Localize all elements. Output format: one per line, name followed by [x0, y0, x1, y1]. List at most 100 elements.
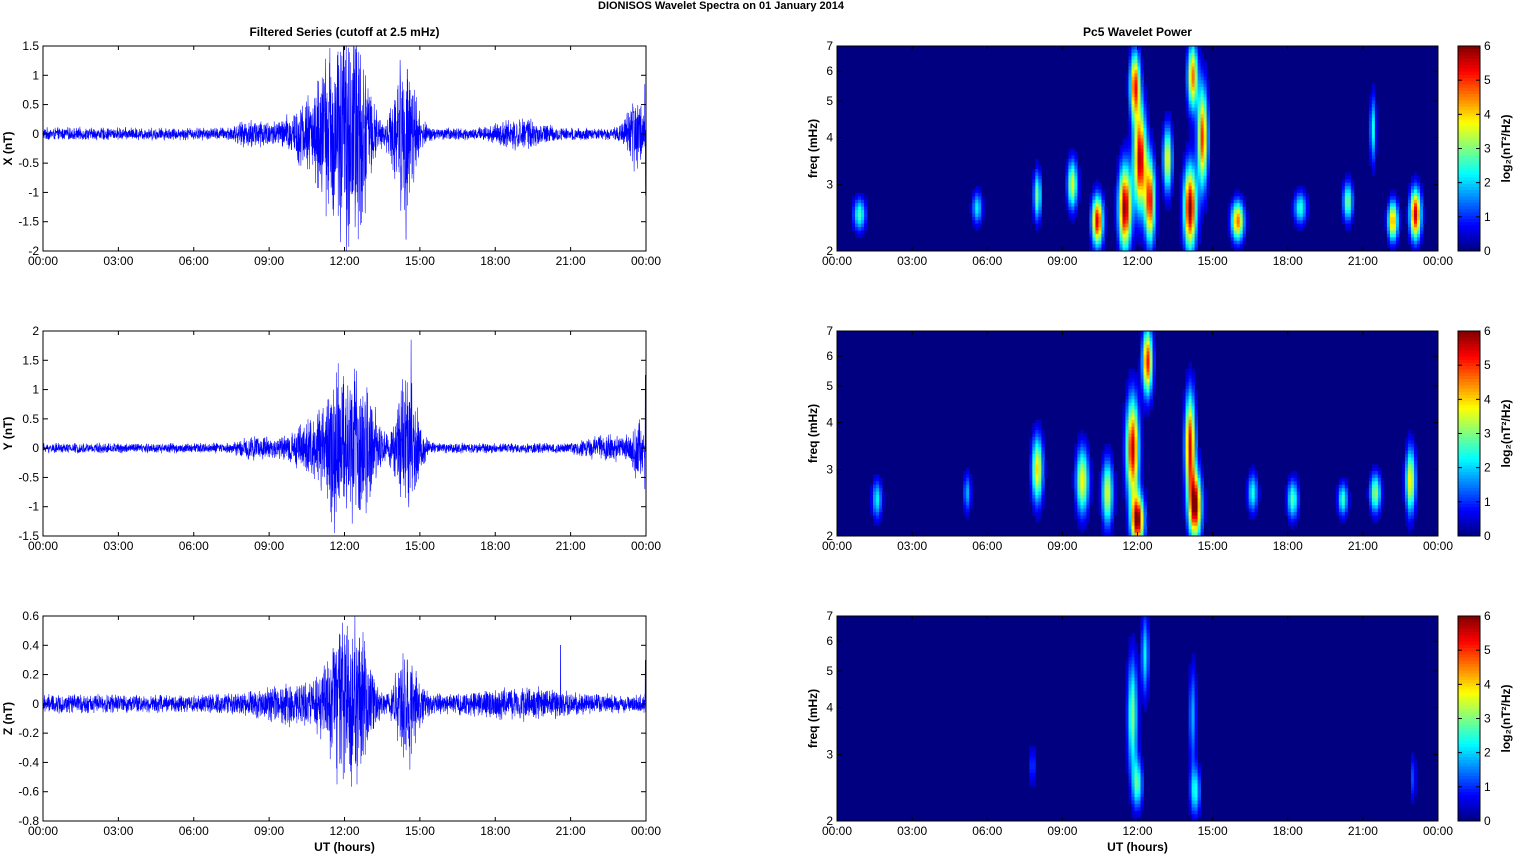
- heatmap-cell: [978, 220, 982, 225]
- heatmap-cell: [1347, 199, 1352, 204]
- heatmap-cell: [1194, 440, 1198, 445]
- heatmap-cell: [1284, 491, 1289, 496]
- heatmap-cell: [1161, 175, 1165, 180]
- heatmap-cell: [1194, 110, 1198, 115]
- heatmap-cell: [1131, 694, 1135, 699]
- heatmap-cell: [1137, 66, 1141, 71]
- heatmap-cell: [1233, 216, 1238, 221]
- heatmap-cell: [1131, 457, 1135, 462]
- heatmap-cell: [1344, 508, 1349, 513]
- heatmap-cell: [1137, 481, 1141, 486]
- heatmap-cell: [1233, 199, 1238, 204]
- heatmap-cell: [1128, 80, 1132, 84]
- heatmap-cell: [1389, 210, 1394, 214]
- heatmap-cell: [1035, 419, 1039, 424]
- heatmap-cell: [1128, 646, 1132, 651]
- heatmap-cell: [1089, 488, 1093, 492]
- heatmap-cell: [1137, 467, 1141, 472]
- heatmap-cell: [1377, 515, 1382, 520]
- heatmap-cell: [1128, 172, 1132, 177]
- colorbar-swatch: [1458, 468, 1480, 473]
- heatmap-cell: [1407, 233, 1412, 238]
- heatmap-cell: [1206, 131, 1211, 136]
- heatmap-cell: [1131, 670, 1135, 675]
- heatmap-cell: [1188, 481, 1192, 486]
- heatmap-cell: [1137, 240, 1141, 245]
- heatmap-cell: [1125, 698, 1129, 702]
- heatmap-cell: [1152, 237, 1156, 242]
- heatmap-cell: [1296, 515, 1301, 520]
- heatmap-cell: [1092, 233, 1096, 238]
- heatmap-cell: [1374, 151, 1379, 156]
- heatmap-cell: [1338, 505, 1343, 510]
- heatmap-cell: [1149, 378, 1153, 383]
- heatmap-cell: [1197, 107, 1201, 112]
- heatmap-cell: [1368, 117, 1373, 122]
- heatmap-cell: [963, 477, 967, 482]
- heatmap-cell: [1389, 240, 1394, 245]
- heatmap-cell: [1296, 199, 1301, 204]
- heatmap-cell: [1200, 124, 1205, 129]
- x-tick-label: 15:00: [1198, 254, 1228, 268]
- heatmap-cell: [966, 515, 970, 520]
- heatmap-cell: [1113, 199, 1117, 204]
- heatmap-cell: [1185, 165, 1189, 170]
- heatmap-cell: [972, 210, 976, 214]
- heatmap-cell: [1368, 100, 1373, 105]
- heatmap-cell: [1098, 199, 1102, 204]
- heatmap-cell: [1134, 196, 1138, 201]
- heatmap-cell: [1137, 810, 1141, 815]
- heatmap-cell: [1200, 52, 1205, 57]
- heatmap-cell: [1128, 114, 1132, 119]
- heatmap-cell: [1125, 495, 1129, 499]
- heatmap-cell: [1182, 416, 1186, 421]
- heatmap-cell: [1137, 165, 1141, 170]
- heatmap-cell: [1143, 145, 1147, 149]
- heatmap-cell: [1374, 124, 1379, 129]
- heatmap-cell: [1074, 447, 1078, 451]
- colorbar-swatch: [1458, 420, 1480, 425]
- heatmap-cell: [1101, 189, 1105, 194]
- heatmap-cell: [1194, 471, 1198, 475]
- heatmap-cell: [1407, 206, 1412, 211]
- heatmap-cell: [1119, 203, 1123, 207]
- heatmap-cell: [1197, 457, 1201, 462]
- heatmap-cell: [1185, 162, 1189, 166]
- colorbar-swatch: [1458, 177, 1480, 182]
- heatmap-cell: [1368, 477, 1373, 482]
- heatmap-cell: [1341, 491, 1346, 496]
- heatmap-cell: [1038, 467, 1042, 472]
- heatmap-cell: [1167, 117, 1171, 122]
- heatmap-cell: [1377, 495, 1382, 499]
- heatmap-cell: [1410, 203, 1415, 207]
- heatmap-cell: [1134, 505, 1138, 510]
- heatmap-cell: [978, 192, 982, 197]
- heatmap-cell: [1131, 83, 1135, 88]
- heatmap-cell: [981, 203, 985, 207]
- heatmap-cell: [1077, 505, 1081, 510]
- heatmap-cell: [1029, 749, 1033, 754]
- heatmap-cell: [1143, 395, 1147, 400]
- heatmap-cell: [1080, 498, 1084, 503]
- heatmap-cell: [1038, 210, 1042, 214]
- heatmap-cell: [1188, 803, 1192, 808]
- heatmap-cell: [1344, 481, 1349, 486]
- heatmap-cell: [1107, 515, 1111, 520]
- colorbar-swatch: [1458, 180, 1480, 185]
- heatmap-cell: [1095, 182, 1099, 187]
- heatmap-cell: [1134, 90, 1138, 95]
- heatmap-cell: [1080, 491, 1084, 496]
- heatmap-cell: [1137, 708, 1141, 713]
- heatmap-cell: [1419, 182, 1424, 187]
- heatmap-cell: [1233, 192, 1238, 197]
- heatmap-cell: [969, 491, 973, 496]
- heatmap-cell: [1368, 148, 1373, 153]
- heatmap-cell: [1128, 145, 1132, 149]
- heatmap-cell: [852, 216, 856, 221]
- heatmap-cell: [1146, 626, 1150, 631]
- heatmap-cell: [981, 216, 985, 221]
- heatmap-cell: [1143, 385, 1147, 390]
- heatmap-cell: [1140, 56, 1144, 61]
- heatmap-cell: [1032, 762, 1036, 767]
- heatmap-cell: [1392, 210, 1397, 214]
